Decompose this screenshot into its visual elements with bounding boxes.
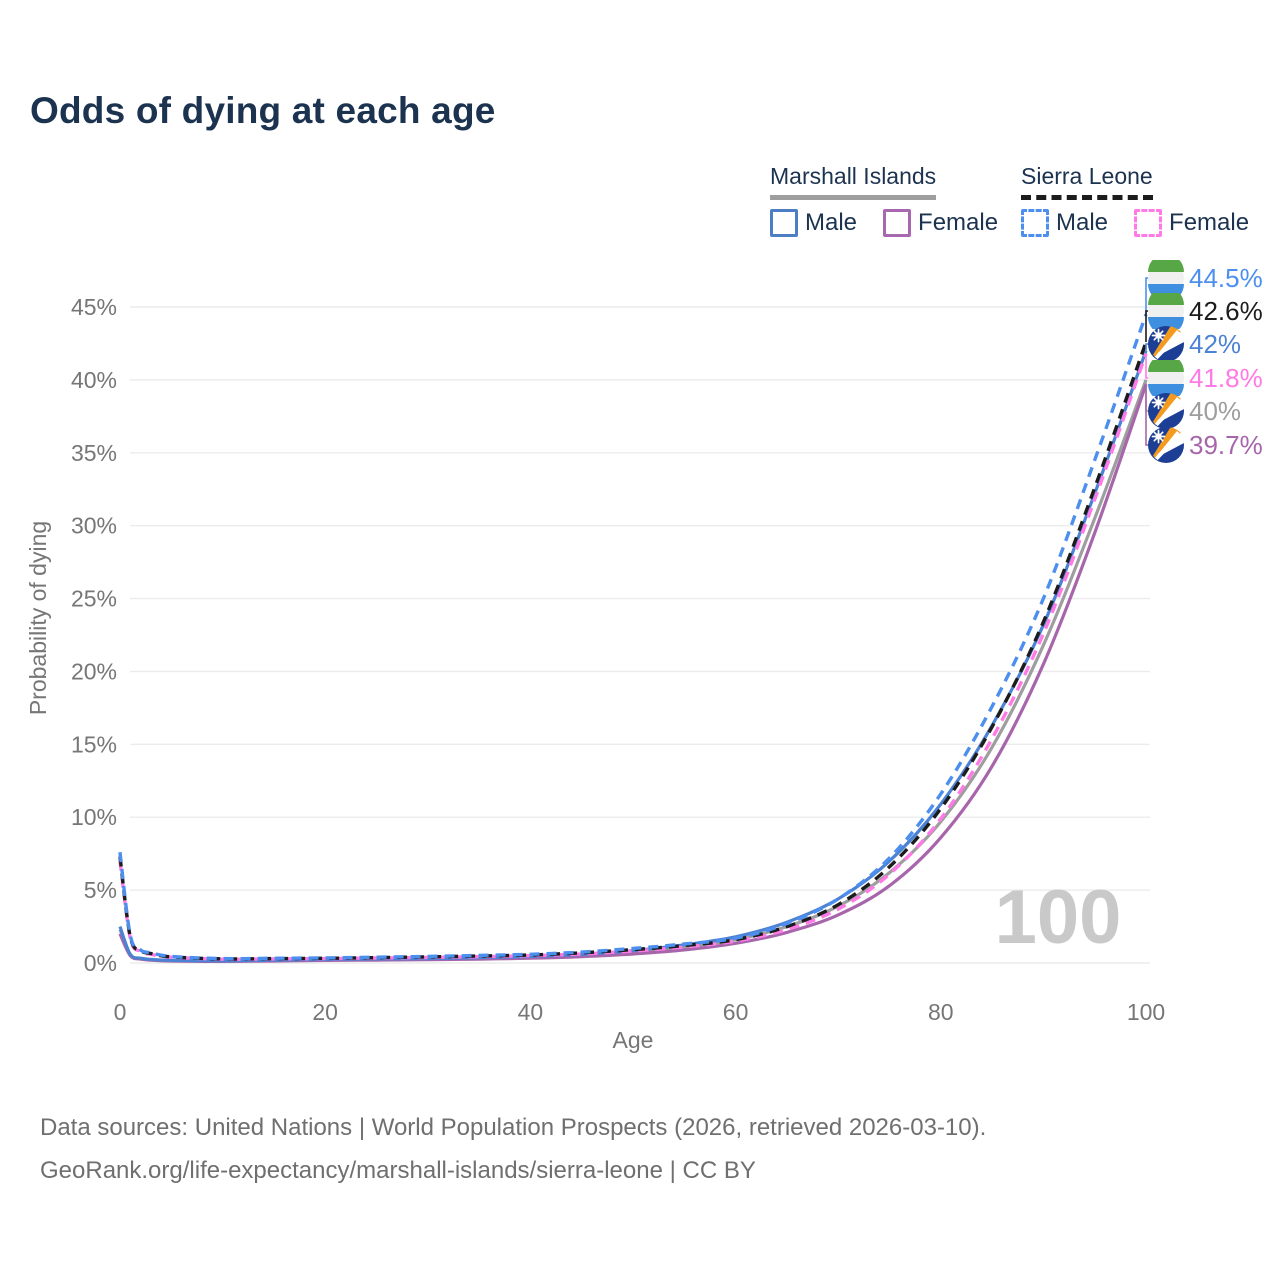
y-axis-title: Probability of dying	[25, 521, 51, 715]
legend-item-sierra-leone-female[interactable]: Female	[1134, 209, 1249, 237]
series-end-label: 39.7%	[1148, 427, 1263, 463]
marshall-islands-flag-icon	[1148, 326, 1184, 362]
series-end-label: 40%	[1148, 393, 1241, 429]
x-tick-label: 40	[518, 999, 544, 1025]
y-tick-label: 25%	[71, 586, 117, 612]
marshall-islands-flag-icon	[1148, 393, 1184, 429]
series-line	[118, 353, 1148, 961]
sierra-leone-flag-icon	[1148, 360, 1184, 396]
x-tick-label: 80	[928, 999, 954, 1025]
legend-item-marshall-islands-male[interactable]: Male	[770, 209, 857, 237]
series-end-label: 42%	[1148, 326, 1241, 362]
series-line	[118, 313, 1148, 961]
legend-header-sierra-leone: Sierra Leone	[1021, 163, 1153, 200]
marshall-islands-female-swatch-icon	[883, 209, 912, 237]
sierra-leone-female-swatch-icon	[1134, 209, 1163, 237]
legend-item-label: Female	[918, 209, 999, 236]
legend-item-sierra-leone-male[interactable]: Male	[1021, 209, 1108, 237]
legend-item-marshall-islands-female[interactable]: Female	[883, 209, 998, 237]
x-tick-label: 0	[114, 999, 127, 1025]
series-line	[118, 341, 1148, 961]
legend-group-sierra-leone: Sierra Leone Male Female	[1021, 163, 1249, 237]
legend-group-marshall-islands: Marshall Islands Male Female	[770, 163, 998, 237]
end-label-value: 39.7%	[1189, 429, 1263, 460]
y-tick-label: 45%	[71, 294, 117, 320]
y-tick-label: 5%	[84, 877, 117, 903]
sierra-leone-flag-icon	[1148, 260, 1184, 296]
age-watermark: 100	[995, 875, 1122, 960]
y-tick-label: 30%	[71, 513, 117, 539]
series-line	[118, 383, 1148, 964]
end-label-value: 42.6%	[1189, 295, 1263, 326]
series-end-label: 44.5%	[1148, 260, 1263, 296]
legend-item-label: Male	[805, 209, 858, 236]
x-tick-label: 60	[723, 999, 749, 1025]
legend-item-label: Female	[1169, 209, 1250, 236]
marshall-islands-male-swatch-icon	[770, 209, 798, 237]
y-tick-label: 20%	[71, 658, 117, 684]
footer-attribution: GeoRank.org/life-expectancy/marshall-isl…	[40, 1157, 756, 1184]
x-tick-label: 100	[1127, 999, 1165, 1025]
marshall-islands-flag-icon	[1148, 427, 1184, 463]
end-label-value: 41.8%	[1189, 362, 1263, 393]
sierra-leone-flag-icon	[1148, 293, 1184, 329]
series-end-label: 42.6%	[1148, 293, 1263, 329]
y-tick-label: 0%	[84, 950, 117, 976]
end-label-value: 40%	[1189, 395, 1242, 426]
end-label-value: 42%	[1189, 328, 1242, 359]
sierra-leone-male-swatch-icon	[1021, 209, 1049, 237]
x-tick-label: 20	[312, 999, 338, 1025]
end-label-value: 44.5%	[1189, 262, 1263, 293]
y-tick-label: 10%	[71, 804, 117, 830]
legend-item-label: Male	[1056, 209, 1109, 236]
series-line	[118, 350, 1148, 963]
y-tick-label: 40%	[71, 367, 117, 393]
y-tick-label: 35%	[71, 440, 117, 466]
footer: Data sources: United Nations | World Pop…	[40, 1106, 986, 1192]
y-tick-label: 15%	[71, 731, 117, 757]
series-line	[118, 379, 1148, 963]
page-title: Odds of dying at each age	[30, 90, 496, 131]
legend-header-marshall-islands: Marshall Islands	[770, 163, 937, 200]
series-end-label: 41.8%	[1148, 360, 1263, 396]
footer-data-sources: Data sources: United Nations | World Pop…	[40, 1114, 987, 1141]
x-axis-title: Age	[613, 1027, 654, 1053]
